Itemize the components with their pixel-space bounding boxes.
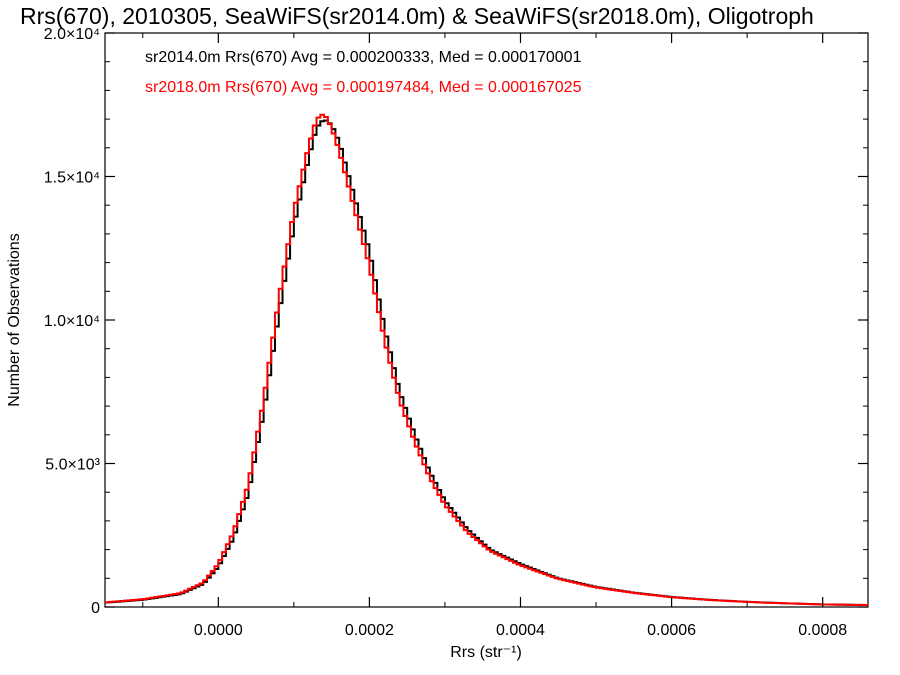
x-tick-label-1: 0.0002	[345, 622, 394, 639]
x-axis: 0.0000 0.0002 0.0004 0.0006 0.0008	[142, 33, 847, 639]
x-tick-label-2: 0.0004	[496, 622, 545, 639]
y-axis: 0 5.0×10³ 1.0×10⁴ 1.5×10⁴ 2.0×10⁴	[44, 26, 868, 617]
y-tick-label-4: 2.0×10⁴	[44, 26, 100, 43]
plot-frame	[104, 32, 869, 608]
x-tick-label-0: 0.0000	[194, 622, 243, 639]
x-axis-label: Rrs (str⁻¹)	[450, 644, 522, 661]
y-tick-label-1: 5.0×10³	[45, 457, 100, 474]
y-axis-label: Number of Observations	[6, 233, 23, 406]
y-tick-label-3: 1.5×10⁴	[44, 170, 100, 187]
histogram-series-1	[105, 119, 868, 606]
series-layer	[105, 113, 868, 607]
chart-title: Rrs(670), 2010305, SeaWiFS(sr2014.0m) & …	[20, 3, 814, 29]
x-tick-label-4: 0.0008	[798, 622, 847, 639]
y-tick-label-2: 1.0×10⁴	[44, 313, 100, 330]
histogram-series-2	[105, 113, 868, 607]
annotation-sr2018: sr2018.0m Rrs(670) Avg = 0.000197484, Me…	[145, 79, 582, 96]
y-tick-label-0: 0	[91, 600, 100, 617]
annotation-sr2014: sr2014.0m Rrs(670) Avg = 0.000200333, Me…	[145, 49, 582, 66]
x-tick-label-3: 0.0006	[647, 622, 696, 639]
